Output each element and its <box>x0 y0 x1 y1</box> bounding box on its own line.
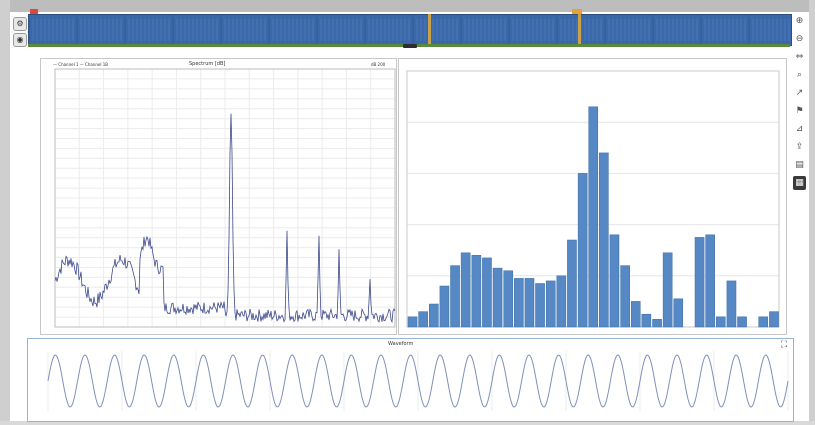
waveform-title: Waveform <box>388 341 414 347</box>
histogram-bar <box>673 298 684 328</box>
histogram-bar <box>577 173 588 328</box>
histogram-bar <box>715 316 726 328</box>
overview-selection-right-handle[interactable] <box>578 14 581 44</box>
histogram-bar <box>535 283 545 328</box>
spectrum-title: Spectrum [dB] <box>189 61 226 67</box>
cursor-icon[interactable]: ↗ <box>795 88 804 98</box>
histogram-bar <box>758 316 769 328</box>
waveform-trace <box>47 354 789 408</box>
histogram-panel[interactable] <box>398 58 787 335</box>
gear-icon[interactable]: ⚙ <box>13 17 27 31</box>
eye-icon[interactable]: ◉ <box>13 33 27 47</box>
histogram-bar <box>769 311 779 328</box>
overview-cursor-marker[interactable] <box>572 9 582 14</box>
overview-timeline[interactable] <box>28 14 792 46</box>
overview-scroll-handle[interactable] <box>403 44 417 48</box>
histogram-bar <box>662 252 673 328</box>
overview-start-marker[interactable] <box>30 9 38 14</box>
histogram-bar <box>726 280 737 328</box>
histogram-bar <box>418 311 428 328</box>
histogram-bar <box>407 316 418 328</box>
plus-icon[interactable]: ⊕ <box>795 16 804 26</box>
histogram-bar <box>514 278 524 328</box>
window-top-border <box>0 0 815 12</box>
histogram-bar <box>503 270 514 328</box>
measure-icon[interactable]: ⊿ <box>795 124 804 134</box>
histogram-bar <box>641 313 652 328</box>
histogram-bar <box>482 257 492 328</box>
histogram-bar <box>620 265 630 328</box>
histogram-bar <box>652 319 662 328</box>
pan-icon[interactable]: ⇔ <box>795 52 804 62</box>
fullscreen-icon[interactable]: ⛶ <box>780 340 788 350</box>
print-icon[interactable]: ▤ <box>795 160 804 170</box>
histogram-bar <box>460 252 471 328</box>
histogram-bar <box>567 239 577 328</box>
histogram-chart <box>406 70 780 328</box>
histogram-bar <box>492 267 503 328</box>
histogram-bar <box>694 237 705 328</box>
histogram-bar <box>630 301 641 328</box>
histogram-bar <box>705 234 715 328</box>
right-toolbar: ⊕ ⊖ ⇔ ⌕ ↗ ⚑ ⊿ ⇪ ▤ ▦ <box>793 14 807 194</box>
histogram-bar <box>556 275 567 328</box>
spectrum-panel[interactable]: Spectrum [dB] — Channel 1 — Channel 1B d… <box>40 58 397 335</box>
spectrum-corner-label: dB 200 <box>371 62 386 67</box>
window-left-border <box>0 0 10 421</box>
histogram-bar <box>609 234 620 328</box>
zoom-icon[interactable]: ⌕ <box>796 70 803 80</box>
histogram-bar <box>429 303 439 328</box>
spectrum-trace <box>54 113 396 324</box>
histogram-bar <box>545 280 556 328</box>
spectrum-legend: — Channel 1 — Channel 1B <box>53 62 109 67</box>
export-icon[interactable]: ⇪ <box>795 142 804 152</box>
marker-icon[interactable]: ⚑ <box>795 106 804 116</box>
histogram-bar <box>737 316 747 328</box>
spectrum-chart <box>54 68 396 328</box>
histogram-bar <box>599 152 609 328</box>
histogram-bar <box>524 278 535 328</box>
overview-selection-left-handle[interactable] <box>428 14 431 44</box>
window-right-border <box>809 0 815 421</box>
histogram-bar <box>439 285 450 328</box>
spectrum-plot-frame <box>54 68 396 328</box>
histogram-bar <box>588 106 599 328</box>
waveform-chart <box>47 351 789 411</box>
waveform-panel[interactable]: Waveform <box>27 338 794 422</box>
layout-icon[interactable]: ▦ <box>793 176 806 190</box>
histogram-bar <box>471 255 482 328</box>
minus-icon[interactable]: ⊖ <box>795 34 804 44</box>
histogram-bar <box>450 265 460 328</box>
